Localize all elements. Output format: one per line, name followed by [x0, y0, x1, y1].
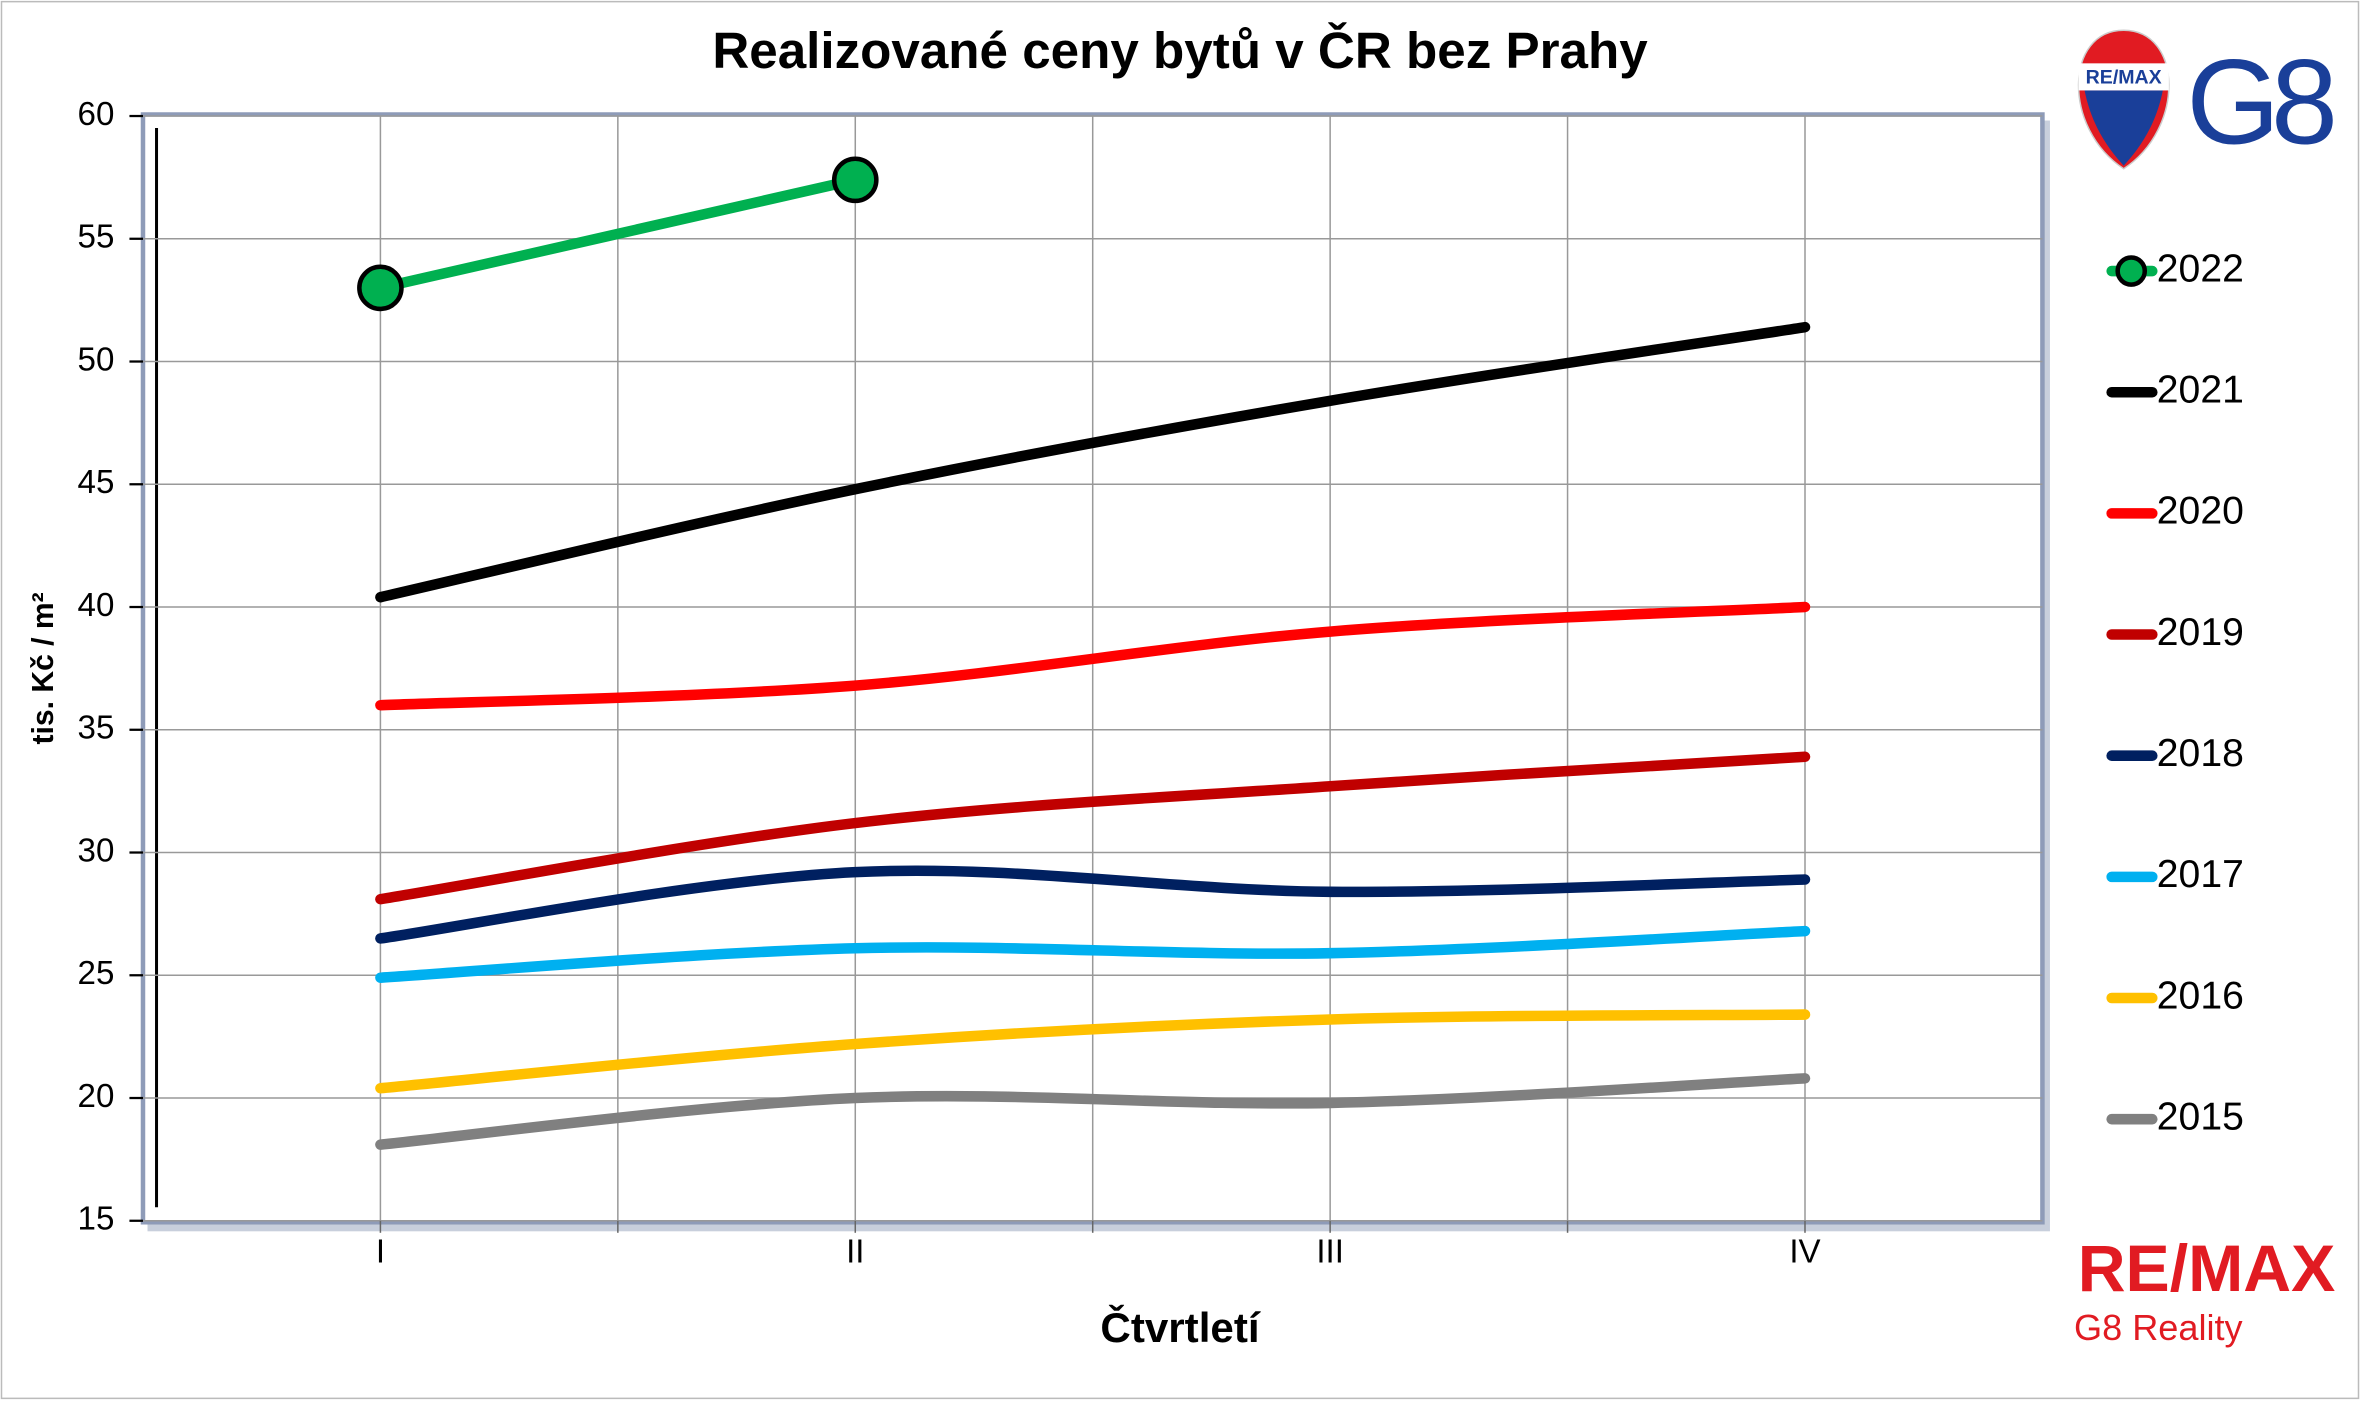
y-tick-label: 60: [78, 96, 115, 133]
legend-label: 2015: [2157, 1096, 2244, 1139]
legend-marker: [2115, 255, 2148, 287]
wordmark: RE/MAX: [2078, 1232, 2336, 1306]
remax-logo: RE/MAX G8 RE/MAX G8 Reality: [2074, 29, 2342, 1348]
series-line: [375, 174, 861, 294]
x-tick-label: I: [376, 1234, 385, 1271]
y-tick-label: 55: [78, 219, 115, 256]
y-axis-label: tis. Kč / m²: [27, 592, 60, 744]
wordmark-subtitle: G8 Reality: [2074, 1307, 2243, 1348]
x-axis-label: Čtvrtletí: [1100, 1303, 1260, 1351]
legend-label: 2021: [2157, 369, 2244, 412]
legend-label: 2019: [2157, 611, 2244, 654]
y-tick-label: 50: [78, 341, 115, 378]
x-tick-label: III: [1316, 1234, 1344, 1271]
g8-logo: G8: [2186, 34, 2333, 169]
marker: [831, 156, 879, 204]
legend-label: 2017: [2157, 853, 2244, 896]
y-tick-label: 35: [78, 710, 115, 747]
series-line: [375, 751, 1811, 905]
y-tick-label: 40: [78, 587, 115, 624]
series-line: [375, 925, 1811, 983]
legend-label: 2020: [2157, 490, 2244, 533]
series-line: [375, 1073, 1811, 1150]
balloon-text: RE/MAX: [2086, 67, 2162, 89]
x-tick-label: IV: [1789, 1234, 1820, 1271]
marker: [357, 264, 404, 312]
series-line: [375, 865, 1811, 944]
legend-label: 2022: [2157, 247, 2244, 290]
y-tick-label: 15: [78, 1201, 115, 1238]
legend-label: 2016: [2157, 974, 2244, 1017]
y-tick-label: 25: [78, 955, 115, 992]
legend-label: 2018: [2157, 732, 2244, 775]
y-tick-label: 45: [78, 464, 115, 501]
series-line: [375, 321, 1811, 603]
y-tick-label: 20: [78, 1078, 115, 1115]
chart-title: Realizované ceny bytů v ČR bez Prahy: [712, 21, 1648, 79]
y-tick-label: 30: [78, 832, 115, 869]
series-line: [375, 601, 1811, 711]
series-line: [375, 1009, 1811, 1094]
x-tick-label: II: [846, 1234, 864, 1271]
